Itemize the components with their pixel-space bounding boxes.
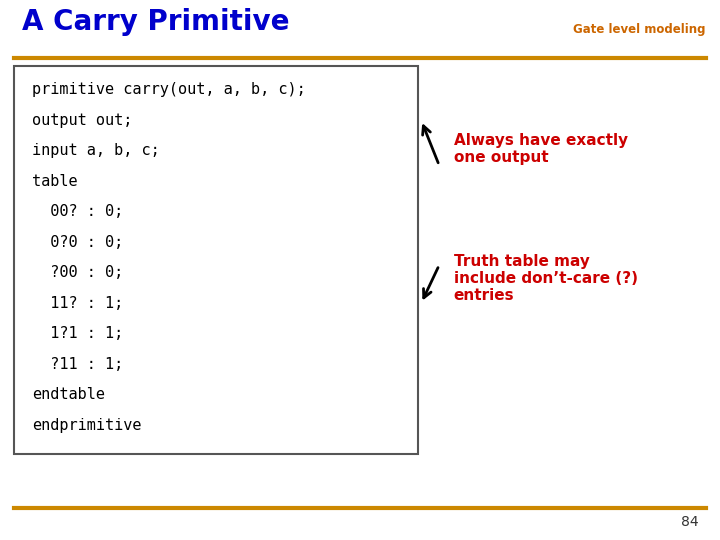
Text: 84: 84 <box>681 515 698 529</box>
Text: Truth table may
include don’t-care (?)
entries: Truth table may include don’t-care (?) e… <box>454 254 638 303</box>
Text: 0?0 : 0;: 0?0 : 0; <box>32 235 124 249</box>
Text: input a, b, c;: input a, b, c; <box>32 143 160 158</box>
Text: ?11 : 1;: ?11 : 1; <box>32 356 124 372</box>
Text: Always have exactly
one output: Always have exactly one output <box>454 133 628 165</box>
Text: Gate level modeling: Gate level modeling <box>573 23 706 36</box>
FancyBboxPatch shape <box>14 66 418 454</box>
Text: endtable: endtable <box>32 387 105 402</box>
Text: A Carry Primitive: A Carry Primitive <box>22 8 289 36</box>
Text: 00? : 0;: 00? : 0; <box>32 204 124 219</box>
Text: endprimitive: endprimitive <box>32 417 142 433</box>
Text: 11? : 1;: 11? : 1; <box>32 296 124 310</box>
Text: output out;: output out; <box>32 113 132 128</box>
Text: primitive carry(out, a, b, c);: primitive carry(out, a, b, c); <box>32 83 306 97</box>
Text: table: table <box>32 174 78 189</box>
Text: 1?1 : 1;: 1?1 : 1; <box>32 326 124 341</box>
Text: ?00 : 0;: ?00 : 0; <box>32 265 124 280</box>
